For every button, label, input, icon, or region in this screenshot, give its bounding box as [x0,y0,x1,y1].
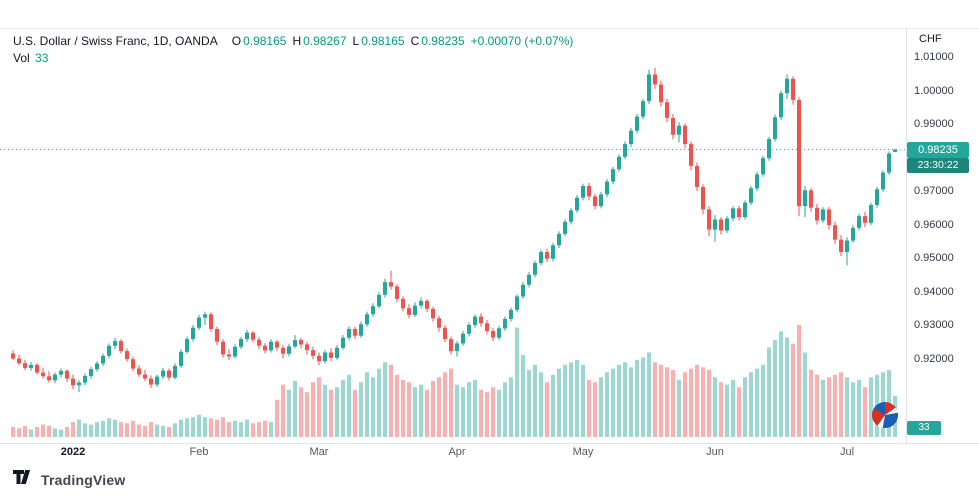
price-axis-label: 0.92000 [914,352,954,365]
low-label: L [352,34,360,48]
time-axis-label: Feb [189,446,209,458]
price-axis-label: 0.93000 [914,319,954,331]
bar-countdown-badge: 23:30:22 [907,158,969,174]
price-axis-label: 0.99000 [914,118,954,130]
price-axis-label: 0.96000 [914,218,954,231]
time-axis-label: May [572,446,594,458]
tradingview-brand[interactable]: TradingView [13,470,125,489]
price-axis-divider [906,28,907,443]
time-axis-label: 2022 [60,446,86,458]
volume-value-badge: 33 [907,421,941,435]
top-divider [0,28,979,29]
legend-row-volume: Vol 33 [13,50,573,67]
candlestick-chart[interactable] [0,0,906,443]
time-axis[interactable]: 2022 Feb Mar Apr May Jun Jul [0,444,906,462]
price-axis-label: 1.01000 [914,51,954,63]
close-label: C [410,34,420,48]
tradingview-logo-icon [13,470,35,489]
open-label: O [231,34,242,48]
symbol-title[interactable]: U.S. Dollar / Swiss Franc, 1D, OANDA [13,34,218,48]
broker-ball-logo-icon [872,402,898,428]
price-axis-label: 0.94000 [914,285,954,298]
price-axis-label: 0.95000 [914,252,954,264]
close-value: 0.98235 [421,34,465,48]
legend-row-main: U.S. Dollar / Swiss Franc, 1D, OANDA O 0.9… [13,33,573,50]
high-label: H [292,34,302,48]
footer: TradingView [0,462,979,498]
price-axis[interactable]: 1.01000 1.00000 0.99000 0.97000 0.96000 0.950… [907,28,979,443]
open-value: 0.98165 [243,34,287,48]
change-value: +0.00070 (+0.07%) [470,34,574,48]
brand-text: TradingView [41,471,126,488]
low-value: 0.98165 [361,34,405,48]
quote-currency-label: CHF [919,33,942,45]
high-value: 0.98267 [303,34,347,48]
volume-value: 33 [35,51,49,65]
time-axis-label: Apr [448,446,466,458]
price-axis-label: 1.00000 [914,84,954,97]
time-axis-divider [0,443,979,444]
time-axis-label: Jun [706,446,724,458]
last-price-badge: 0.98235 [907,141,969,158]
legend: U.S. Dollar / Swiss Franc, 1D, OANDA O 0.9… [13,33,573,67]
time-axis-label: Jul [839,446,855,458]
price-axis-label: 0.97000 [914,185,954,197]
time-axis-label: Mar [309,446,329,458]
volume-label[interactable]: Vol [13,51,30,65]
